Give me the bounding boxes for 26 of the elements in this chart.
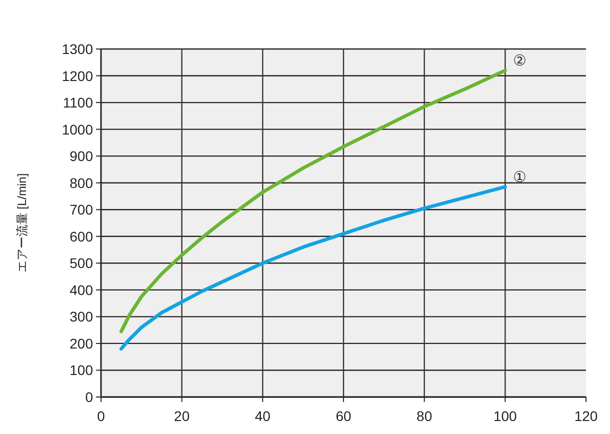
y-tick-label: 1000 [62, 121, 94, 138]
x-tick-label: 20 [174, 408, 190, 424]
y-tick-label: 1300 [62, 41, 94, 57]
y-tick-label: 300 [70, 308, 94, 325]
x-tick-label: 120 [574, 408, 598, 424]
y-tick-label: 900 [70, 148, 94, 164]
y-tick-label: 400 [70, 282, 94, 298]
x-tick-label: 100 [493, 408, 518, 424]
y-tick-label: 600 [70, 228, 94, 244]
y-tick-label: 1100 [62, 94, 94, 111]
y-tick-label: 100 [70, 362, 94, 378]
y-axis-title: エアー流量 [L/min] [15, 173, 29, 273]
line-series [119, 68, 507, 334]
x-tick-label: 0 [97, 408, 106, 424]
series-label: ② [513, 52, 526, 70]
x-tick-label: 60 [336, 408, 352, 424]
y-tick-label: 1200 [62, 68, 94, 84]
y-tick-label: 700 [70, 202, 94, 218]
y-tick-label: 500 [70, 255, 94, 272]
x-tick-label: 80 [416, 408, 432, 424]
y-tick-label: 800 [70, 174, 94, 191]
line-series [119, 185, 507, 351]
y-tick-label: 0 [85, 389, 94, 405]
series-label: ① [513, 168, 526, 186]
x-tick-label: 40 [254, 408, 271, 424]
y-tick-label: 200 [70, 335, 94, 352]
